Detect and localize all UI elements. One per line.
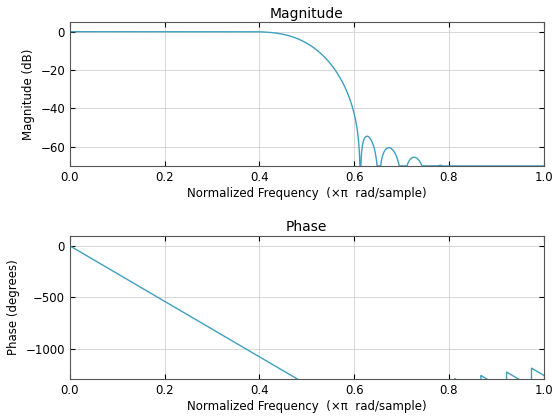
Title: Phase: Phase — [286, 220, 328, 234]
Y-axis label: Magnitude (dB): Magnitude (dB) — [22, 48, 35, 140]
Y-axis label: Phase (degrees): Phase (degrees) — [7, 260, 20, 355]
Title: Magnitude: Magnitude — [270, 7, 344, 21]
X-axis label: Normalized Frequency  (×π  rad/sample): Normalized Frequency (×π rad/sample) — [187, 186, 427, 199]
X-axis label: Normalized Frequency  (×π  rad/sample): Normalized Frequency (×π rad/sample) — [187, 400, 427, 413]
